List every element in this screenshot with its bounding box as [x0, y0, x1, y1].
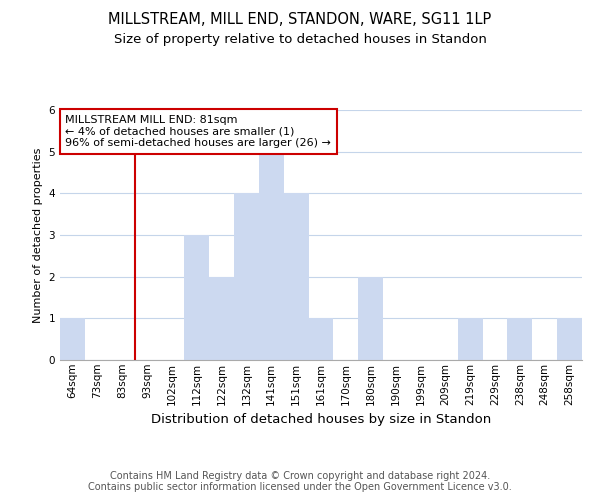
Bar	[358, 276, 383, 360]
Bar	[308, 318, 334, 360]
Text: MILLSTREAM, MILL END, STANDON, WARE, SG11 1LP: MILLSTREAM, MILL END, STANDON, WARE, SG1…	[109, 12, 491, 28]
Bar	[284, 194, 308, 360]
Bar	[209, 276, 234, 360]
Bar	[259, 152, 284, 360]
X-axis label: Distribution of detached houses by size in Standon: Distribution of detached houses by size …	[151, 413, 491, 426]
Text: MILLSTREAM MILL END: 81sqm
← 4% of detached houses are smaller (1)
96% of semi-d: MILLSTREAM MILL END: 81sqm ← 4% of detac…	[65, 115, 331, 148]
Text: Size of property relative to detached houses in Standon: Size of property relative to detached ho…	[113, 32, 487, 46]
Y-axis label: Number of detached properties: Number of detached properties	[33, 148, 43, 322]
Bar	[234, 194, 259, 360]
Text: Contains HM Land Registry data © Crown copyright and database right 2024.
Contai: Contains HM Land Registry data © Crown c…	[88, 471, 512, 492]
Bar	[508, 318, 532, 360]
Bar	[458, 318, 482, 360]
Bar	[557, 318, 582, 360]
Bar	[60, 318, 85, 360]
Bar	[184, 235, 209, 360]
